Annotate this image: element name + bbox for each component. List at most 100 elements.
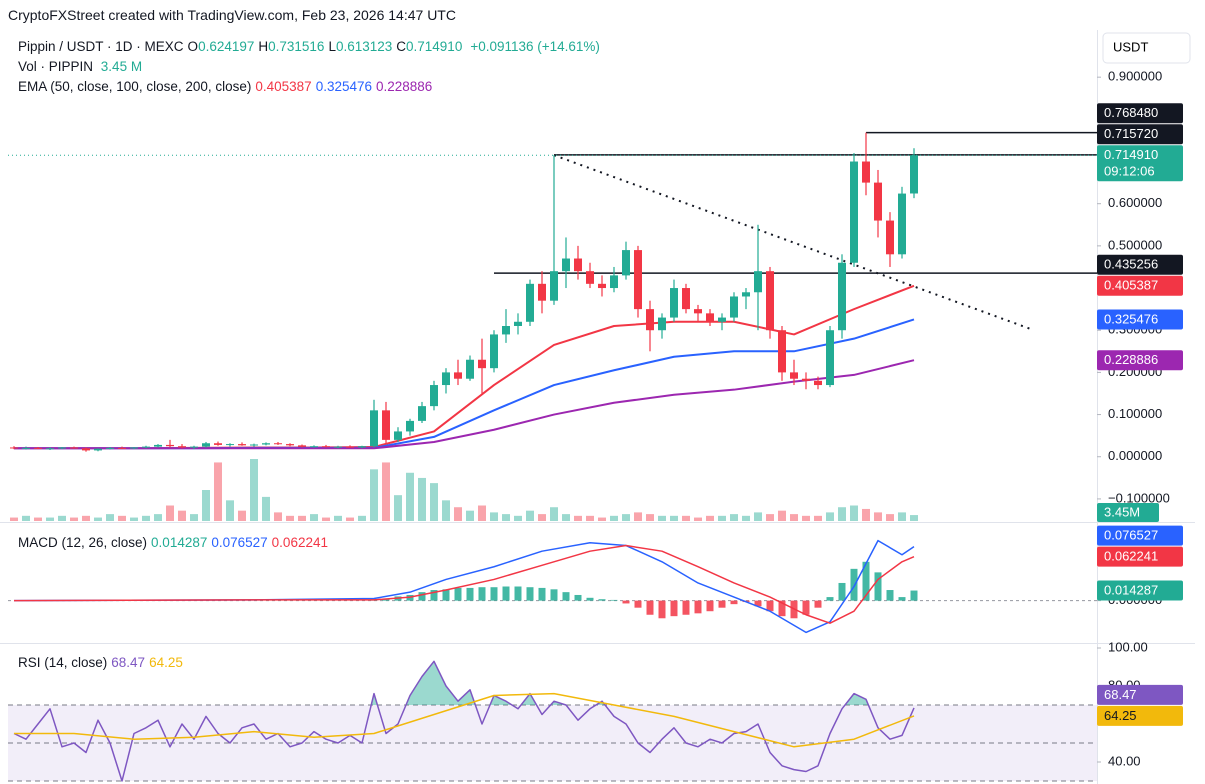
price-label: 0.228886 [1104, 352, 1158, 367]
volume-label: 3.45M [1104, 504, 1140, 519]
volume-legend: Vol · PIPPIN 3.45 M [18, 59, 146, 74]
candle-body [682, 288, 690, 310]
candle-body [418, 406, 426, 421]
ohlc-key: C [396, 39, 407, 54]
histogram-bar [754, 600, 762, 607]
candle-body [82, 448, 90, 451]
candle-body [238, 444, 246, 446]
ema-label: EMA (50, close, 100, close, 200, close) [18, 79, 252, 94]
histogram-bar [454, 587, 462, 601]
candle-body [130, 447, 138, 449]
candle-body [142, 446, 150, 448]
rsi-title: RSI (14, close) [18, 655, 108, 670]
volume-bar [742, 515, 750, 521]
price-label: 0.714910 [1104, 147, 1158, 162]
candle-body [610, 275, 618, 289]
candle-body [430, 385, 438, 407]
indicator-line [13, 660, 915, 782]
volume-bar [466, 510, 474, 521]
candle-body [586, 271, 594, 284]
volume-bar [646, 514, 654, 521]
candle-body [826, 330, 834, 386]
volume-bar [454, 507, 462, 521]
candle-body [694, 309, 702, 314]
ohlc-value: 0.613123 [335, 39, 393, 54]
histogram-bar [682, 600, 690, 615]
price-label-box [1097, 684, 1183, 705]
volume-bar [214, 462, 222, 521]
volume-bar [790, 514, 798, 521]
candle-body [742, 292, 750, 297]
ema-legend: EMA (50, close, 100, close, 200, close) 0… [18, 79, 436, 94]
volume-bar [514, 515, 522, 521]
volume-bar [562, 514, 570, 521]
histogram-bar [574, 594, 582, 601]
volume-bar [670, 515, 678, 521]
volume-bar [370, 469, 378, 521]
volume-bar [802, 515, 810, 521]
price-label-box [1097, 309, 1183, 330]
y-tick-label: 0.100000 [1108, 406, 1162, 421]
volume-bar [394, 495, 402, 521]
histogram-bar [718, 600, 726, 608]
volume-bar [634, 512, 642, 521]
attribution: CryptoFXStreet created with TradingView.… [8, 7, 456, 23]
candle-body [46, 448, 54, 450]
candle-body [358, 446, 366, 448]
histogram-bar [706, 600, 714, 612]
histogram-bar [622, 600, 630, 604]
ohlc-key: O [187, 39, 199, 54]
volume-label-box [1097, 503, 1159, 522]
price-label-box [1097, 145, 1183, 182]
candle-body [718, 317, 726, 322]
histogram-bar [838, 582, 846, 601]
ohlc-value: 0.731516 [268, 39, 325, 54]
histogram-bar [802, 600, 810, 615]
price-label-box [1097, 103, 1183, 124]
volume-bar [910, 515, 918, 521]
ohlc-value: 0.624197 [198, 39, 255, 54]
candle-body [370, 410, 378, 447]
candle-body [94, 448, 102, 451]
price-label: 0.405387 [1104, 278, 1158, 293]
histogram-bar [862, 561, 870, 601]
histogram-bar [598, 599, 606, 601]
histogram-bar [634, 600, 642, 608]
candle-body [166, 444, 174, 447]
volume-bar [718, 515, 726, 521]
candle-body [202, 443, 210, 447]
candle-body [898, 193, 906, 255]
candle-body [850, 161, 858, 263]
y-tick-label: 0.900000 [1108, 69, 1162, 84]
candle-body [154, 444, 162, 447]
candle-body [322, 446, 330, 448]
macd-histogram-value: 0.014287 [151, 535, 208, 550]
histogram-bar [502, 586, 510, 601]
candle-body [646, 309, 654, 331]
histogram-bar [442, 589, 450, 601]
candle-body [118, 447, 126, 449]
price-label-sub: 09:12:06 [1104, 164, 1155, 179]
volume-value: 3.45 M [100, 59, 143, 74]
histogram-bar [814, 600, 822, 608]
volume-bar [694, 517, 702, 521]
volume-bar [442, 500, 450, 521]
candle-body [466, 359, 474, 379]
ohlc-key: L [328, 39, 336, 54]
volume-bar [310, 514, 318, 521]
currency-box [1102, 32, 1191, 64]
histogram-bar [466, 587, 474, 601]
macd-legend: MACD (12, 26, close) 0.014287 0.076527 0.06… [18, 535, 332, 550]
volume-bar [586, 515, 594, 521]
histogram-bar [646, 600, 654, 615]
candle-body [274, 443, 282, 445]
price-label-box [1097, 580, 1183, 601]
macd-value: 0.076527 [211, 535, 268, 550]
candle-body [622, 250, 630, 276]
volume-bar [154, 514, 162, 521]
volume-bar [538, 514, 546, 521]
symbol: Pippin / USDT · 1D · MEXC [18, 39, 184, 54]
volume-bar [730, 514, 738, 521]
histogram-bar [478, 587, 486, 601]
